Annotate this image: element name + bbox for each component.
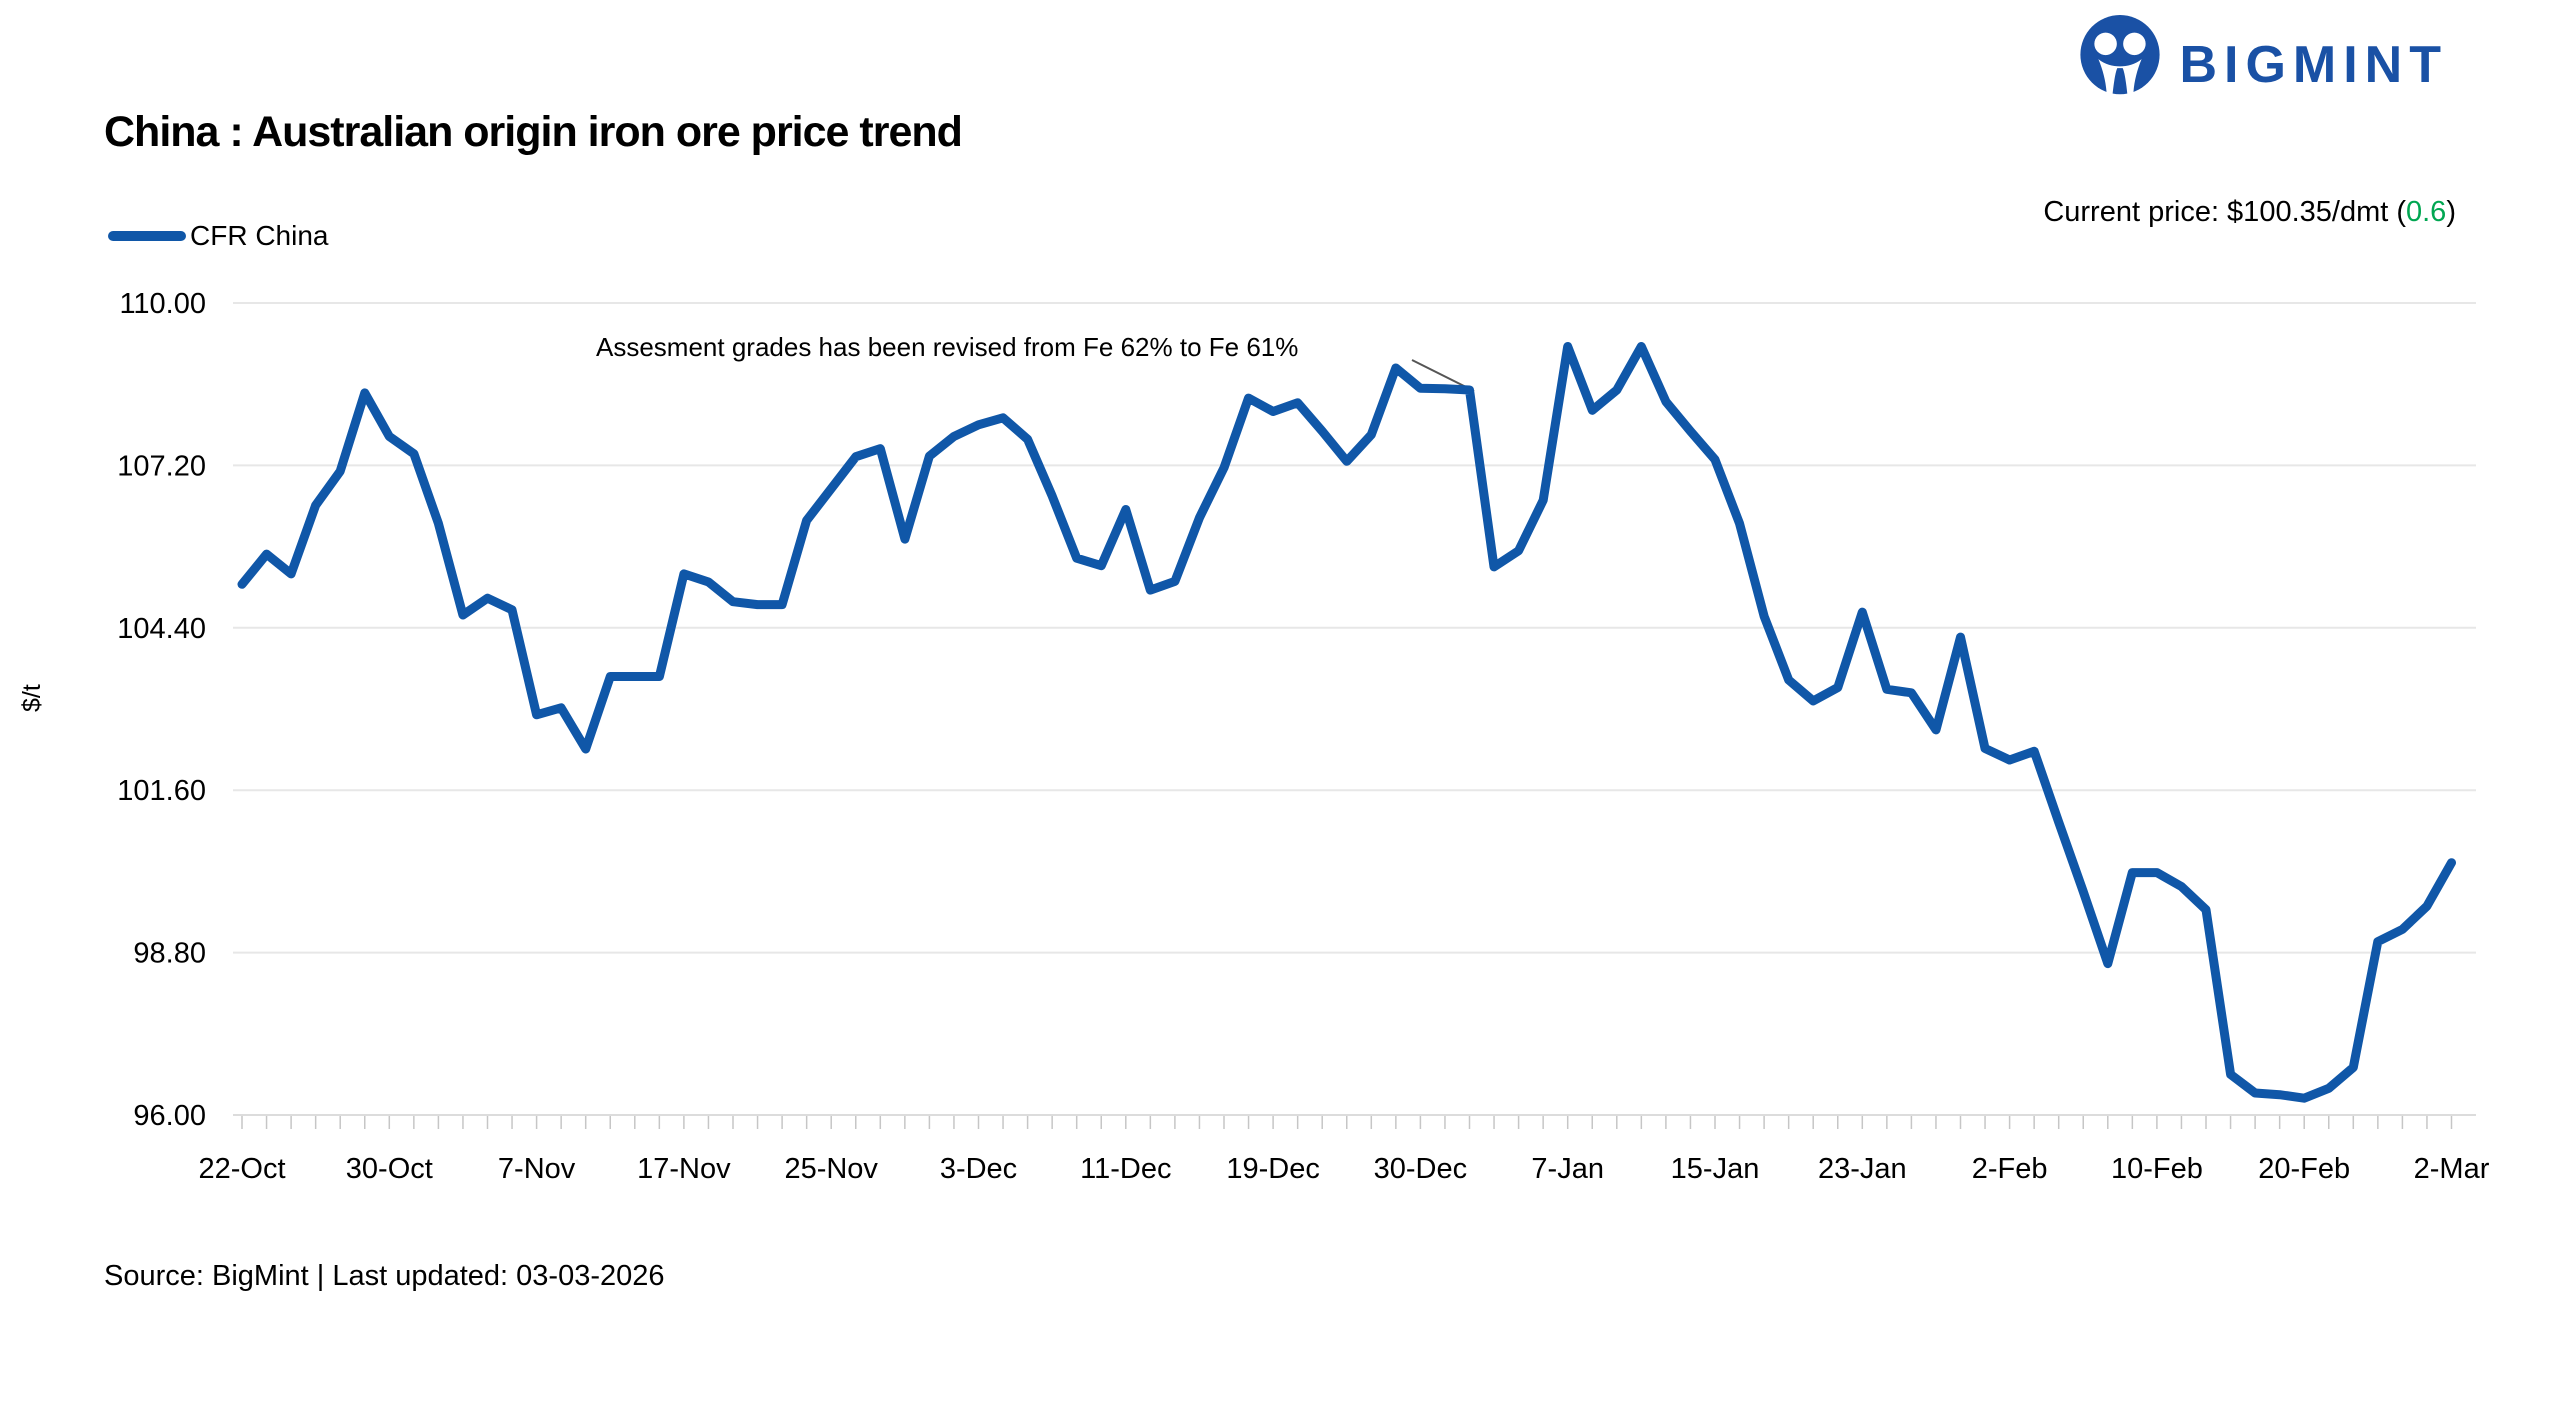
x-tick-label: 11-Dec (1080, 1153, 1171, 1185)
source-note: Source: BigMint | Last updated: 03-03-20… (104, 1260, 665, 1292)
x-tick-label: 2-Feb (1972, 1153, 2048, 1185)
x-tick-label: 23-Jan (1818, 1153, 1907, 1185)
x-tick-label: 20-Feb (2258, 1153, 2350, 1185)
y-tick-label: 107.20 (117, 450, 206, 482)
y-tick-label: 98.80 (133, 938, 206, 970)
legend: CFR China (108, 220, 328, 252)
current-price-prefix: Current price: $100.35/dmt ( (2043, 196, 2406, 228)
x-tick-label: 7-Nov (498, 1153, 576, 1185)
current-price-suffix: ) (2446, 196, 2456, 228)
legend-line-swatch (108, 231, 186, 241)
x-tick-label: 3-Dec (940, 1153, 1017, 1185)
cfr-china-price-line (237, 342, 2456, 1103)
x-tick-label: 25-Nov (784, 1153, 878, 1185)
current-price-change: 0.6 (2406, 196, 2447, 228)
x-tick-label: 22-Oct (198, 1153, 285, 1185)
page-title: China : Australian origin iron ore price… (104, 108, 963, 156)
x-tick-label: 30-Oct (346, 1153, 433, 1185)
y-tick-label: 104.40 (117, 613, 206, 645)
current-price: Current price: $100.35/dmt (0.6) (2043, 196, 2456, 229)
bigmint-logo-text: BIGMINT (2179, 36, 2448, 94)
x-tick-label: 19-Dec (1226, 1153, 1320, 1185)
bigmint-logo: BIGMINT (2075, 14, 2448, 116)
x-tick-label: 10-Feb (2111, 1153, 2203, 1185)
x-tick-label: 30-Dec (1374, 1153, 1468, 1185)
bigmint-logo-icon (2080, 15, 2161, 107)
x-tick-label: 17-Nov (637, 1153, 731, 1185)
legend-label: CFR China (190, 220, 329, 251)
chart-annotation: Assesment grades has been revised from F… (596, 332, 1299, 362)
x-tick-label: 15-Jan (1671, 1153, 1760, 1185)
y-tick-label: 96.00 (133, 1100, 206, 1132)
y-tick-label: 101.60 (117, 775, 206, 807)
x-tick-label: 7-Jan (1531, 1153, 1604, 1185)
x-tick-label: 2-Mar (2414, 1153, 2490, 1185)
y-tick-label: 110.00 (119, 288, 206, 320)
